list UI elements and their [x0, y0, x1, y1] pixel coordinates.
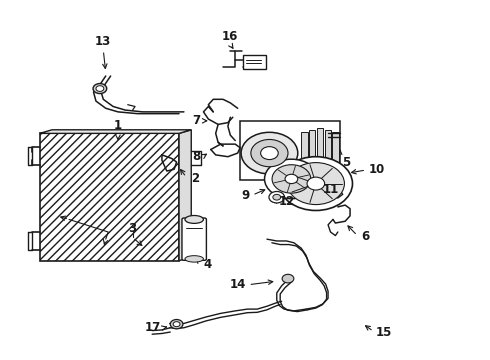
Bar: [317, 128, 323, 173]
Text: 12: 12: [278, 195, 294, 208]
Text: 13: 13: [95, 35, 111, 48]
Text: 16: 16: [222, 30, 239, 42]
Bar: [301, 132, 308, 169]
Text: 7: 7: [192, 114, 200, 127]
Bar: [240, 121, 340, 180]
Circle shape: [273, 194, 281, 200]
Circle shape: [272, 165, 311, 193]
Circle shape: [251, 139, 288, 167]
Circle shape: [279, 157, 352, 211]
Circle shape: [285, 174, 298, 184]
Bar: [40, 134, 179, 261]
Circle shape: [241, 132, 298, 174]
Text: 4: 4: [203, 258, 212, 271]
Text: 8: 8: [192, 150, 200, 163]
Circle shape: [93, 84, 107, 94]
Text: 14: 14: [230, 278, 246, 291]
Text: 2: 2: [191, 172, 199, 185]
Circle shape: [282, 274, 294, 283]
Ellipse shape: [185, 216, 203, 224]
Text: 6: 6: [361, 230, 369, 243]
FancyBboxPatch shape: [182, 218, 206, 260]
Circle shape: [96, 86, 104, 91]
Text: 9: 9: [242, 189, 250, 202]
Polygon shape: [179, 130, 191, 261]
Circle shape: [261, 147, 278, 159]
Text: 17: 17: [145, 321, 161, 334]
Text: 1: 1: [114, 118, 122, 132]
Text: 11: 11: [323, 183, 340, 196]
Ellipse shape: [185, 256, 203, 262]
Circle shape: [307, 177, 325, 190]
Text: 15: 15: [376, 325, 392, 338]
Circle shape: [287, 163, 344, 204]
Text: 5: 5: [342, 156, 350, 169]
Bar: [332, 132, 339, 169]
Circle shape: [269, 192, 285, 203]
Bar: [243, 55, 266, 69]
Circle shape: [173, 321, 180, 327]
Text: 3: 3: [128, 222, 137, 235]
Circle shape: [265, 159, 318, 199]
Bar: [309, 130, 316, 171]
Polygon shape: [40, 130, 191, 134]
Bar: [325, 130, 331, 171]
Text: 10: 10: [368, 163, 385, 176]
Circle shape: [170, 319, 183, 329]
